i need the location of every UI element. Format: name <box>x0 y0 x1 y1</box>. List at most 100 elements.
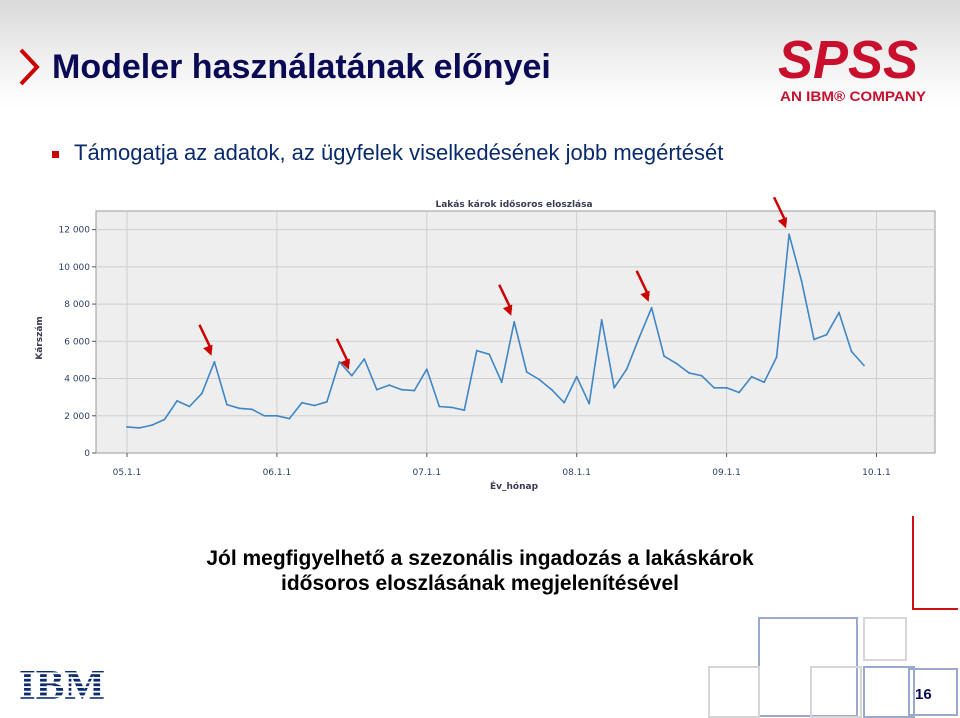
data-point <box>400 388 403 391</box>
bullet-text: Támogatja az adatok, az ügyfelek viselke… <box>74 140 724 165</box>
data-point <box>413 389 416 392</box>
data-point <box>713 386 716 389</box>
data-point <box>275 414 278 417</box>
y-tick-label: 0 <box>84 449 90 459</box>
plot-area <box>95 210 936 454</box>
decorative-frame <box>912 516 958 610</box>
page-number-box <box>908 668 958 716</box>
annotation-arrow-shaft <box>635 270 650 297</box>
series-line <box>126 233 865 429</box>
spss-logo-text: SPSS <box>778 30 918 90</box>
ibm-logo: IBM <box>19 665 105 703</box>
x-tick-label: 07.1.1 <box>412 468 441 478</box>
data-point <box>688 372 691 374</box>
data-point <box>763 381 765 384</box>
data-point <box>313 404 316 407</box>
data-point <box>151 424 153 426</box>
y-tick-label: 4 000 <box>64 375 90 385</box>
data-point <box>563 401 566 404</box>
data-point <box>325 400 328 403</box>
data-point <box>475 349 478 352</box>
slide-caption: Jól megfigyelhető a szezonális ingadozás… <box>130 546 830 596</box>
spss-logo-tagline: AN IBM® COMPANY <box>780 88 927 104</box>
data-point <box>288 417 291 420</box>
data-point <box>575 375 578 378</box>
data-point <box>176 399 178 402</box>
data-point <box>550 388 553 391</box>
annotation-arrow-head <box>203 344 213 356</box>
data-point <box>588 402 591 405</box>
spss-ibm-logo: SPSS AN IBM® COMPANY <box>778 30 927 104</box>
y-axis-title: Kárszám <box>35 316 45 360</box>
data-point <box>638 336 641 339</box>
page-number: 16 <box>915 686 932 703</box>
annotation-arrow-shaft <box>198 324 213 351</box>
data-point <box>513 320 516 323</box>
y-tick-label: 6 000 <box>64 337 90 347</box>
data-point <box>675 362 678 365</box>
data-point <box>788 233 790 236</box>
data-point <box>126 426 128 428</box>
annotation-arrow-head <box>777 217 788 229</box>
annotation-arrow-shaft <box>335 338 350 365</box>
data-point <box>538 378 541 381</box>
data-point <box>188 405 191 408</box>
data-point <box>201 392 203 395</box>
slide-title: Modeler használatának előnyei <box>52 48 551 86</box>
data-point <box>438 405 441 408</box>
data-point <box>338 360 341 363</box>
data-point <box>488 353 491 356</box>
data-point <box>750 375 753 378</box>
y-tick-label: 10 000 <box>59 263 91 273</box>
data-point <box>450 406 453 409</box>
decorative-square <box>708 666 760 718</box>
annotation-arrow-shaft <box>772 196 788 223</box>
data-point <box>663 355 666 358</box>
data-point <box>613 386 616 389</box>
caption-line-2: idősoros eloszlásának megjelenítésével <box>280 572 679 595</box>
x-tick-label: 06.1.1 <box>263 468 292 478</box>
decorative-square <box>810 666 862 718</box>
annotation-arrow-head <box>640 290 650 302</box>
data-point <box>738 391 740 394</box>
data-point <box>238 407 241 410</box>
data-point <box>375 388 378 391</box>
data-point <box>226 403 228 406</box>
data-point <box>463 409 466 412</box>
x-tick-label: 10.1.1 <box>862 468 891 478</box>
data-point <box>863 364 865 367</box>
data-point <box>800 279 803 282</box>
x-tick-label: 05.1.1 <box>113 468 142 478</box>
data-point <box>350 374 353 377</box>
data-point <box>775 356 778 359</box>
data-point <box>388 384 391 386</box>
annotation-arrow-head <box>340 358 350 370</box>
chart-title: Lakás károk idősoros eloszlása <box>435 200 592 210</box>
y-tick-label: 12 000 <box>59 226 91 236</box>
data-point <box>363 358 366 360</box>
chart-container: Lakás károk idősoros eloszlása Kárszám É… <box>32 192 938 492</box>
data-point <box>813 338 815 341</box>
bullet-square-icon <box>52 150 59 158</box>
data-point <box>838 311 840 314</box>
annotation-arrow-shaft <box>498 284 513 311</box>
data-point <box>251 408 253 411</box>
data-point <box>850 350 853 353</box>
annotation-arrow-head <box>502 304 513 316</box>
data-point <box>138 426 141 429</box>
data-point <box>600 319 603 321</box>
data-point <box>525 371 528 373</box>
data-point <box>725 386 728 389</box>
y-tick-label: 8 000 <box>64 300 90 310</box>
decorative-square <box>863 617 907 661</box>
x-axis-title: Év_hónap <box>490 480 539 492</box>
data-point <box>263 414 266 417</box>
caption-line-1: Jól megfigyelhető a szezonális ingadozás… <box>206 547 754 570</box>
x-tick-label: 08.1.1 <box>562 468 591 478</box>
data-point <box>213 360 216 363</box>
data-point <box>700 374 703 377</box>
x-tick-label: 09.1.1 <box>712 468 741 478</box>
data-point <box>425 368 428 371</box>
chevron-right-icon <box>19 48 40 86</box>
data-point <box>625 368 628 371</box>
